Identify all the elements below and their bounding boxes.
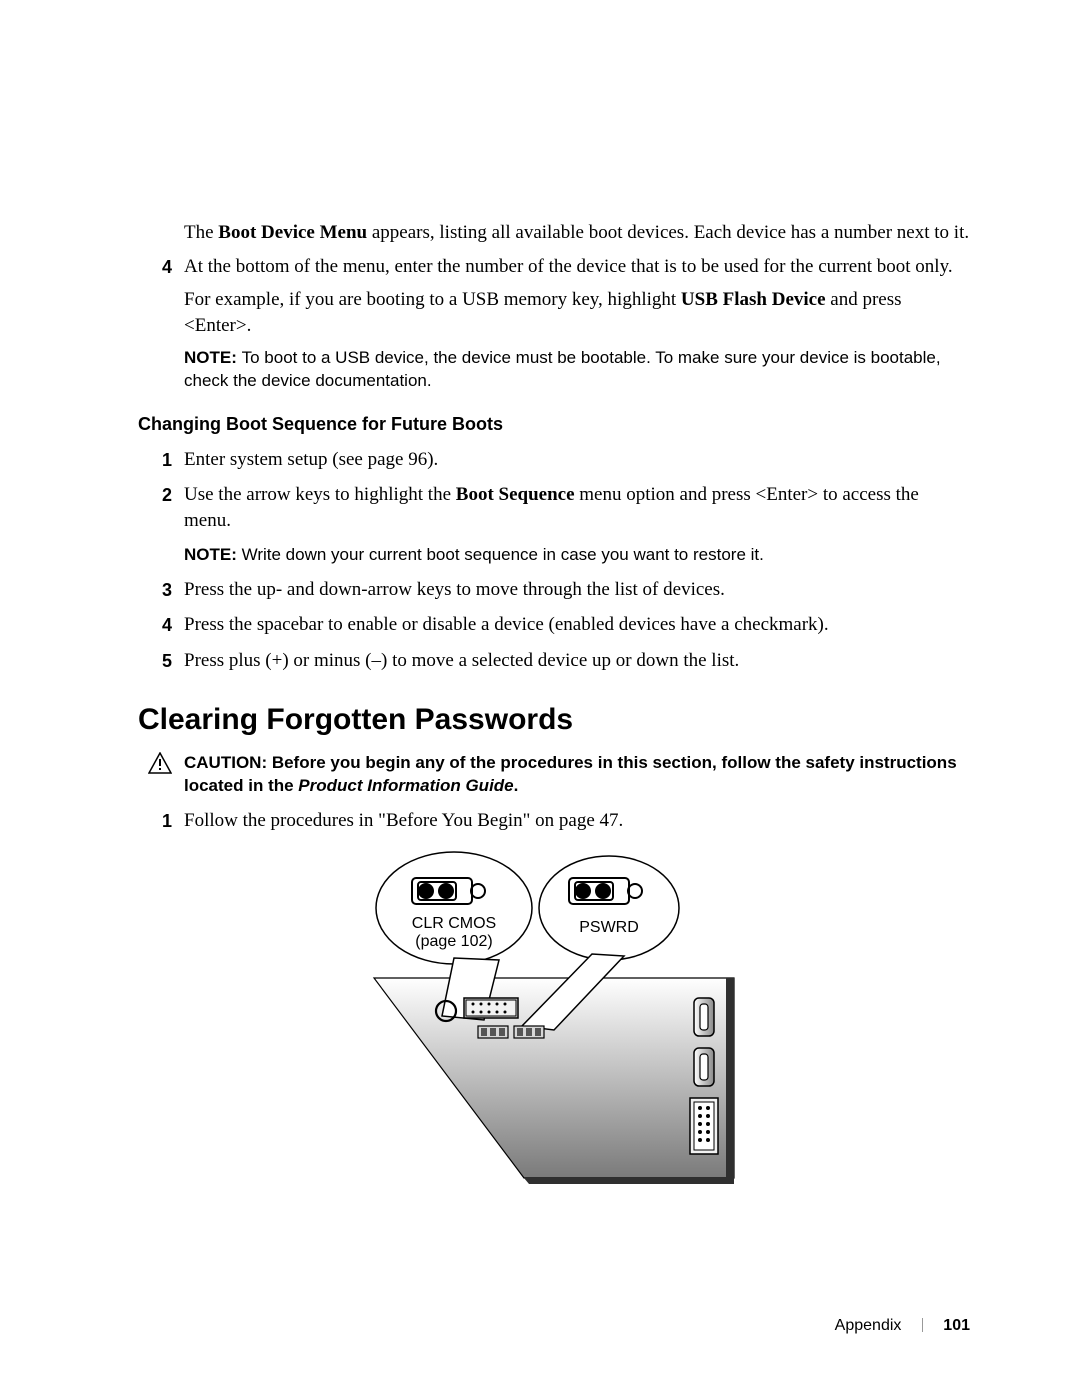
step-number: 3	[138, 577, 184, 603]
list-item: 5 Press plus (+) or minus (–) to move a …	[138, 648, 970, 674]
caution-label: CAUTION:	[184, 753, 272, 772]
section-heading: Clearing Forgotten Passwords	[138, 700, 970, 741]
step-body: Press plus (+) or minus (–) to move a se…	[184, 648, 970, 674]
step-number: 1	[138, 808, 184, 834]
bold-text: Boot Sequence	[456, 484, 575, 505]
intro-paragraph: The Boot Device Menu appears, listing al…	[184, 220, 970, 246]
note-block: NOTE: Write down your current boot seque…	[184, 544, 970, 567]
paragraph: For example, if you are booting to a USB…	[184, 287, 970, 338]
list-item: 3 Press the up- and down-arrow keys to m…	[138, 577, 970, 603]
note-text: Write down your current boot sequence in…	[242, 545, 764, 564]
text: Use the arrow keys to highlight the	[184, 484, 456, 505]
jumper-diagram: CLR CMOS (page 102) PSWRD	[138, 848, 970, 1188]
text: .	[514, 776, 519, 795]
caution-icon	[138, 752, 184, 782]
note-text: To boot to a USB device, the device must…	[184, 348, 941, 390]
text: The	[184, 222, 218, 243]
list-item: 2 Use the arrow keys to highlight the Bo…	[138, 482, 970, 566]
step-body: Press the spacebar to enable or disable …	[184, 612, 970, 638]
svg-text:CLR CMOS: CLR CMOS	[412, 915, 496, 932]
step-number: 2	[138, 482, 184, 566]
note-label: NOTE:	[184, 545, 242, 564]
svg-text:PSWRD: PSWRD	[579, 919, 639, 936]
note-block: NOTE: To boot to a USB device, the devic…	[184, 347, 970, 393]
list-item: 4 Press the spacebar to enable or disabl…	[138, 612, 970, 638]
page: The Boot Device Menu appears, listing al…	[0, 0, 1080, 1397]
step-body: At the bottom of the menu, enter the num…	[184, 254, 970, 393]
note-label: NOTE:	[184, 348, 242, 367]
text: For example, if you are booting to a USB…	[184, 289, 681, 310]
footer-section: Appendix	[835, 1317, 902, 1334]
ordered-list-future: 1 Enter system setup (see page 96). 2 Us…	[138, 447, 970, 674]
caution-text: CAUTION: Before you begin any of the pro…	[184, 752, 970, 798]
side-connectors	[690, 998, 718, 1154]
list-item: 1 Enter system setup (see page 96).	[138, 447, 970, 473]
text: At the bottom of the menu, enter the num…	[184, 254, 970, 280]
bold-text: USB Flash Device	[681, 289, 826, 310]
italic-text: Product Information Guide	[298, 776, 513, 795]
step-body: Use the arrow keys to highlight the Boot…	[184, 482, 970, 566]
step-body: Follow the procedures in "Before You Beg…	[184, 808, 970, 834]
diagram-svg: CLR CMOS (page 102) PSWRD	[354, 848, 754, 1188]
step-number: 1	[138, 447, 184, 473]
bold-text: Boot Device Menu	[218, 222, 367, 243]
list-item: 4 At the bottom of the menu, enter the n…	[138, 254, 970, 393]
step-number: 4	[138, 612, 184, 638]
step-number: 5	[138, 648, 184, 674]
page-number: 101	[943, 1317, 970, 1334]
connector-block	[464, 998, 518, 1018]
footer-divider	[922, 1318, 923, 1332]
caution-block: CAUTION: Before you begin any of the pro…	[138, 752, 970, 798]
svg-text:(page 102): (page 102)	[415, 933, 492, 950]
step-number: 4	[138, 254, 184, 393]
page-footer: Appendix 101	[835, 1315, 970, 1337]
ordered-list-after: 1 Follow the procedures in "Before You B…	[138, 808, 970, 834]
subheading: Changing Boot Sequence for Future Boots	[138, 412, 970, 436]
step-body: Enter system setup (see page 96).	[184, 447, 970, 473]
text: appears, listing all available boot devi…	[367, 222, 969, 243]
ordered-list: 4 At the bottom of the menu, enter the n…	[138, 254, 970, 393]
list-item: 1 Follow the procedures in "Before You B…	[138, 808, 970, 834]
step-body: Press the up- and down-arrow keys to mov…	[184, 577, 970, 603]
